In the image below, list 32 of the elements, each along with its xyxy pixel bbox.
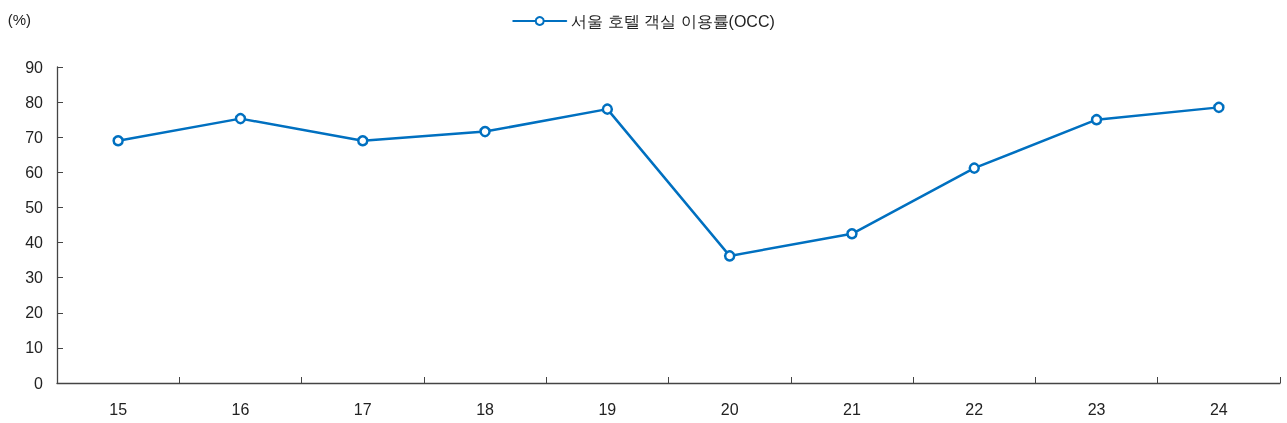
y-tick-label: 70	[25, 128, 44, 146]
point	[234, 112, 247, 125]
x-tick-label: 16	[231, 400, 250, 418]
y-tick-label: 20	[25, 304, 44, 322]
x-tick-label: 18	[476, 400, 495, 418]
y-tick-label: 90	[25, 58, 44, 76]
x-tick-label: 23	[1087, 400, 1106, 418]
y-tick-label: 10	[25, 339, 44, 357]
x-tick-label: 21	[843, 400, 861, 418]
point	[1090, 113, 1103, 126]
x-tick-label: 19	[598, 400, 617, 418]
point	[968, 162, 980, 174]
x-tick-label: 17	[353, 400, 372, 418]
point	[479, 125, 491, 138]
y-axis-title: (%)	[7, 11, 31, 28]
legend-label: 서울 호텔 객실 이용률(OCC)	[571, 12, 775, 30]
point	[112, 134, 124, 147]
y-tick-label: 50	[25, 198, 44, 216]
y-tick-label: 30	[25, 269, 44, 287]
point	[723, 250, 736, 262]
point	[357, 134, 369, 147]
y-tick-label: 0	[34, 374, 44, 392]
x-tick-label: 15	[109, 400, 128, 418]
y-tick-label: 80	[25, 93, 44, 111]
x-tick-label: 20	[720, 400, 739, 418]
y-tick-label: 40	[25, 234, 44, 252]
y-tick-label: 60	[25, 163, 44, 181]
point	[1213, 101, 1225, 114]
x-tick-label: 22	[965, 400, 984, 418]
point	[601, 103, 614, 115]
point	[846, 228, 858, 240]
x-tick-label: 24	[1209, 400, 1228, 418]
